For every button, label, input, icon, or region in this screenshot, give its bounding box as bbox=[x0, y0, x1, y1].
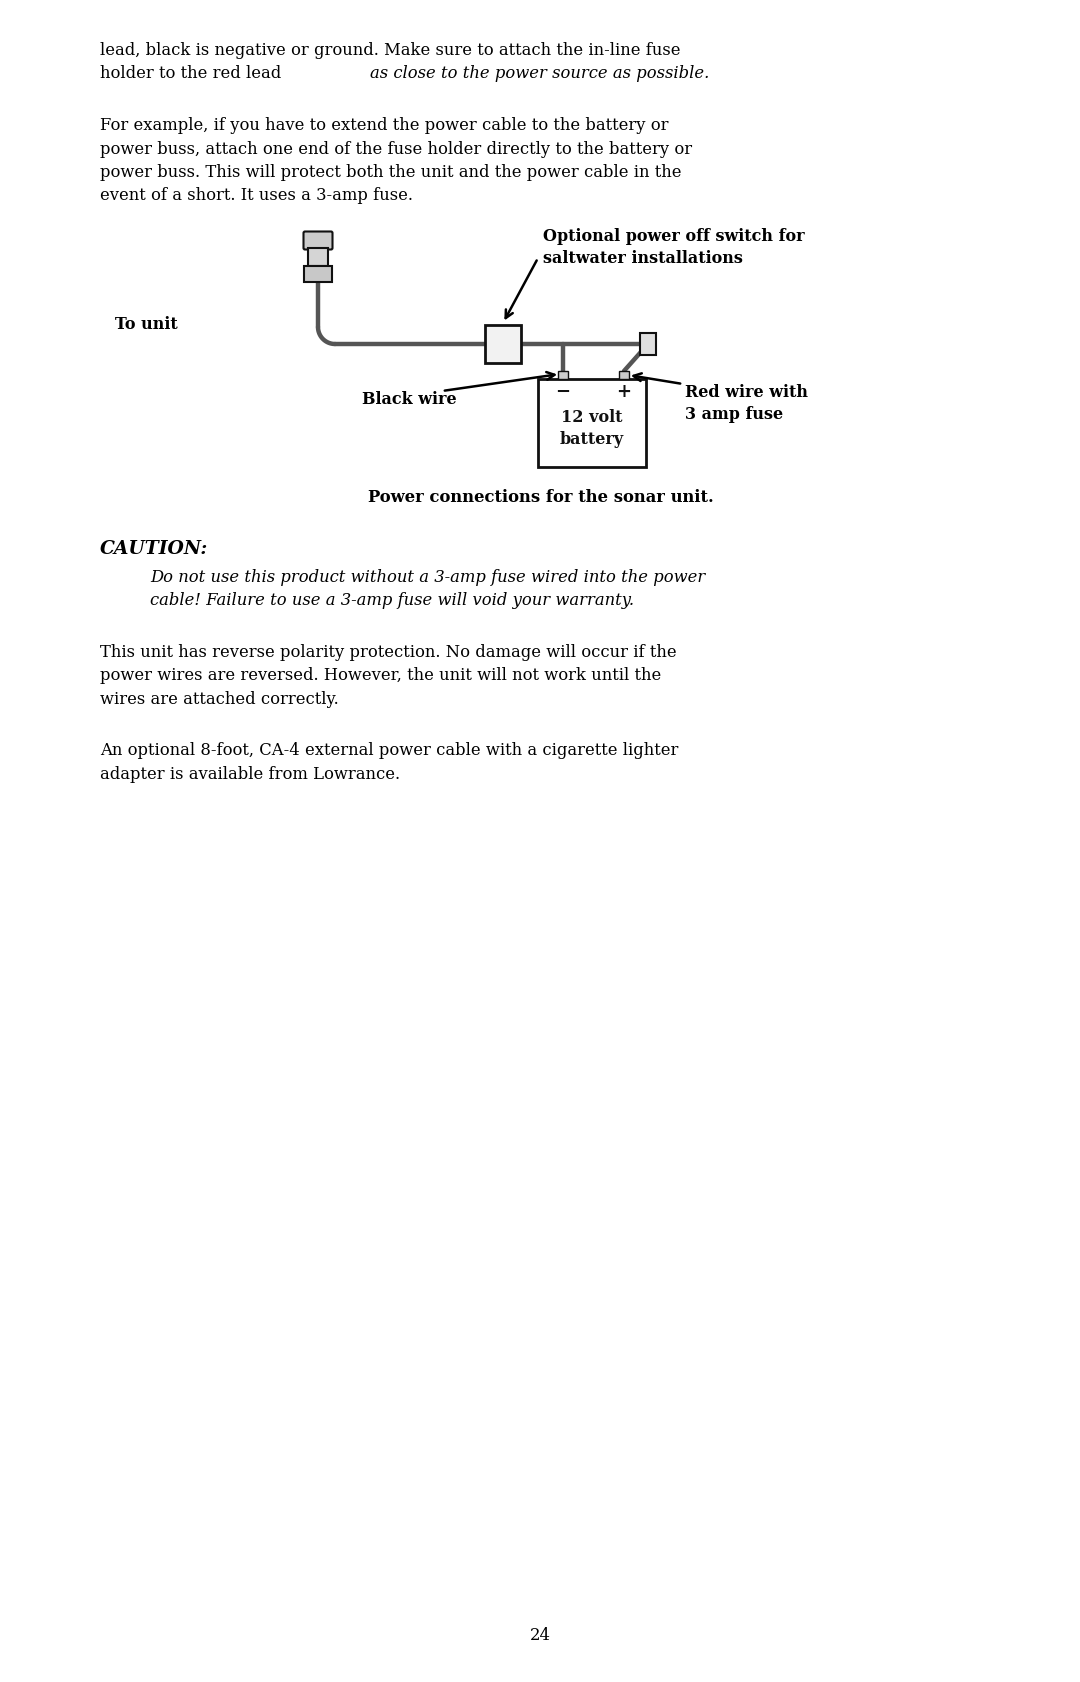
Text: To unit: To unit bbox=[114, 316, 178, 333]
Text: Optional power off switch for: Optional power off switch for bbox=[543, 229, 805, 246]
Text: Black wire: Black wire bbox=[362, 390, 457, 409]
Bar bbox=[308, 247, 328, 266]
Text: lead, black is negative or ground. Make sure to attach the in-line fuse: lead, black is negative or ground. Make … bbox=[100, 42, 680, 59]
Text: 24: 24 bbox=[529, 1626, 551, 1643]
Text: This unit has reverse polarity protection. No damage will occur if the: This unit has reverse polarity protectio… bbox=[100, 644, 677, 661]
Text: event of a short. It uses a 3-amp fuse.: event of a short. It uses a 3-amp fuse. bbox=[100, 187, 413, 205]
Text: wires are attached correctly.: wires are attached correctly. bbox=[100, 691, 339, 708]
Text: 12 volt: 12 volt bbox=[562, 409, 623, 426]
Text: Do not use this product without a 3-amp fuse wired into the power: Do not use this product without a 3-amp … bbox=[150, 569, 705, 585]
Bar bbox=[619, 372, 629, 378]
Text: +: + bbox=[617, 383, 632, 400]
Text: cable! Failure to use a 3-amp fuse will void your warranty.: cable! Failure to use a 3-amp fuse will … bbox=[150, 592, 634, 609]
Bar bbox=[485, 325, 521, 363]
Text: An optional 8-foot, CA-4 external power cable with a cigarette lighter: An optional 8-foot, CA-4 external power … bbox=[100, 742, 678, 760]
Text: power buss, attach one end of the fuse holder directly to the battery or: power buss, attach one end of the fuse h… bbox=[100, 141, 692, 158]
Text: battery: battery bbox=[559, 431, 624, 447]
Text: power buss. This will protect both the unit and the power cable in the: power buss. This will protect both the u… bbox=[100, 165, 681, 182]
Text: −: − bbox=[555, 383, 570, 400]
Text: saltwater installations: saltwater installations bbox=[543, 251, 743, 267]
Text: CAUTION:: CAUTION: bbox=[100, 540, 208, 558]
Text: Red wire with: Red wire with bbox=[685, 383, 808, 400]
Text: as close to the power source as possible.: as close to the power source as possible… bbox=[370, 66, 710, 82]
Text: 3 amp fuse: 3 amp fuse bbox=[685, 405, 783, 422]
Text: holder to the red lead: holder to the red lead bbox=[100, 66, 286, 82]
Text: For example, if you have to extend the power cable to the battery or: For example, if you have to extend the p… bbox=[100, 118, 669, 135]
Bar bbox=[640, 333, 656, 355]
Bar bbox=[538, 378, 646, 468]
Text: power wires are reversed. However, the unit will not work until the: power wires are reversed. However, the u… bbox=[100, 668, 661, 685]
Bar bbox=[558, 372, 568, 378]
FancyBboxPatch shape bbox=[303, 232, 333, 249]
Bar bbox=[303, 266, 332, 283]
Text: adapter is available from Lowrance.: adapter is available from Lowrance. bbox=[100, 765, 400, 784]
Text: Power connections for the sonar unit.: Power connections for the sonar unit. bbox=[368, 489, 714, 506]
